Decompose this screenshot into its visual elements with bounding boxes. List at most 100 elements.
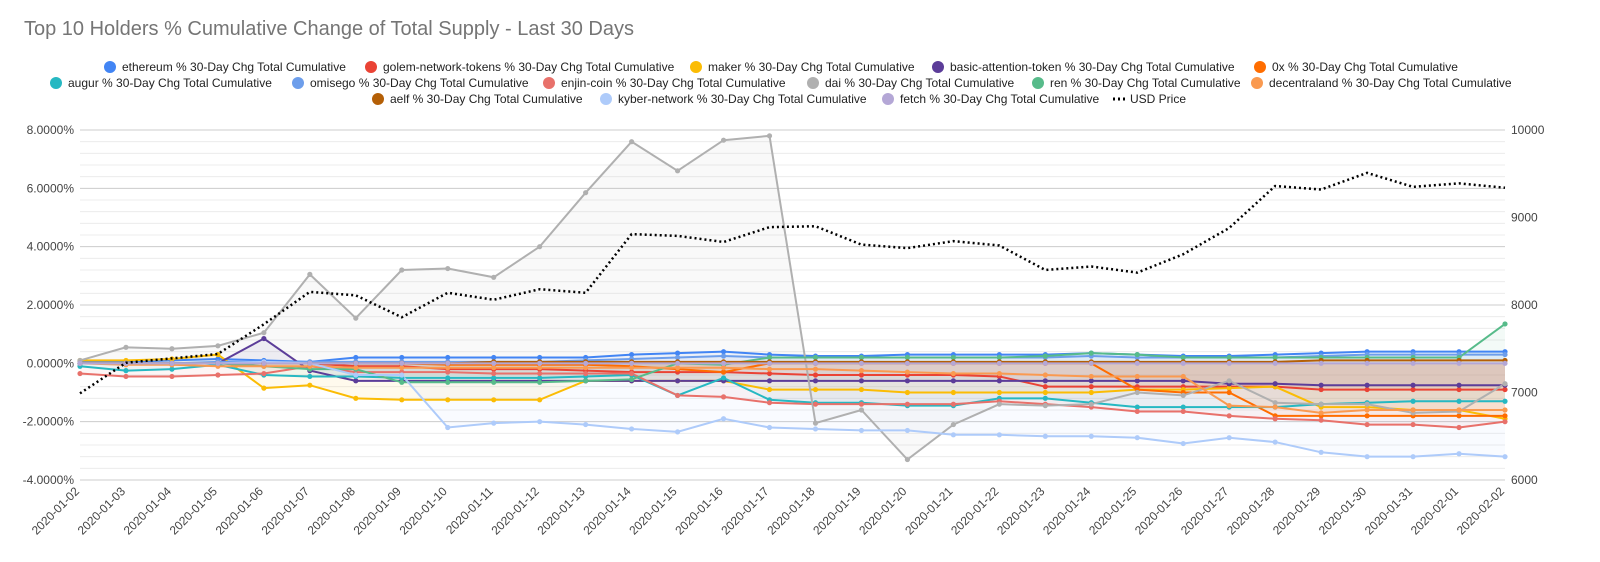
data-point xyxy=(1226,354,1232,361)
data-point xyxy=(1042,378,1048,384)
x-tick-label: 2020-01-17 xyxy=(718,484,772,538)
data-point xyxy=(1272,381,1278,387)
data-point xyxy=(858,372,865,378)
y-tick-label-right: 7000 xyxy=(1511,386,1538,400)
data-point xyxy=(1364,360,1370,366)
legend-swatch xyxy=(690,61,702,73)
legend-label: enjin-coin % 30-Day Chg Total Cumulative xyxy=(561,76,786,90)
data-point xyxy=(996,432,1002,438)
data-point xyxy=(1318,382,1324,388)
data-point xyxy=(950,389,956,396)
data-point xyxy=(629,351,635,358)
data-point xyxy=(1364,386,1370,393)
data-point xyxy=(1042,433,1048,439)
data-point xyxy=(766,386,773,393)
data-point xyxy=(858,401,865,407)
data-point xyxy=(1134,404,1140,410)
legend-swatch xyxy=(1254,61,1266,73)
data-point xyxy=(1502,360,1508,366)
x-tick-label: 2020-01-04 xyxy=(121,484,175,538)
legend-label: omisego % 30-Day Chg Total Cumulative xyxy=(310,76,529,90)
x-tick-label: 2020-01-13 xyxy=(534,484,588,538)
legend: ethereum % 30-Day Chg Total Cumulative go… xyxy=(50,60,1512,106)
data-point xyxy=(1272,354,1278,361)
x-tick-label: 2020-01-16 xyxy=(672,484,726,538)
x-tick-label: 2020-01-21 xyxy=(902,484,956,538)
legend-label: augur % 30-Day Chg Total Cumulative xyxy=(68,76,272,90)
data-point xyxy=(720,365,727,371)
usd-price-line xyxy=(79,171,1506,395)
legend-swatch xyxy=(292,77,304,89)
data-point xyxy=(950,421,956,428)
data-point xyxy=(1088,401,1094,407)
data-point xyxy=(1180,360,1186,366)
data-point xyxy=(1272,404,1278,410)
data-point xyxy=(950,370,956,377)
legend-label: aelf % 30-Day Chg Total Cumulative xyxy=(390,92,583,106)
data-point xyxy=(904,401,911,407)
data-point xyxy=(1364,413,1370,419)
series-area xyxy=(80,135,1505,460)
data-point xyxy=(261,385,267,391)
data-point xyxy=(1042,360,1048,366)
x-tick-label: 2020-01-14 xyxy=(580,484,634,538)
data-point xyxy=(537,379,543,385)
data-point xyxy=(399,360,405,366)
data-point xyxy=(445,265,451,272)
data-point xyxy=(445,365,451,371)
legend-swatch xyxy=(372,93,384,105)
data-point xyxy=(766,133,773,139)
data-point xyxy=(904,456,911,463)
data-point xyxy=(720,349,727,355)
data-point xyxy=(1364,421,1370,428)
data-point xyxy=(261,360,267,366)
data-point xyxy=(77,360,83,366)
legend-label: basic-attention-token % 30-Day Chg Total… xyxy=(950,60,1235,74)
data-point xyxy=(904,378,911,384)
x-tick-label: 2020-01-19 xyxy=(810,484,864,538)
data-point xyxy=(629,139,635,145)
data-point xyxy=(583,370,589,377)
series-lines xyxy=(79,134,1506,461)
data-point xyxy=(1410,382,1416,388)
data-point xyxy=(1180,440,1186,447)
legend-label: decentraland % 30-Day Chg Total Cumulati… xyxy=(1269,76,1512,90)
data-point xyxy=(674,429,681,435)
data-point xyxy=(169,360,175,366)
series-area xyxy=(80,361,1505,457)
data-point xyxy=(537,365,543,371)
data-point xyxy=(812,378,819,384)
legend-swatch xyxy=(543,77,555,89)
data-point xyxy=(1134,373,1140,380)
legend-label: golem-network-tokens % 30-Day Chg Total … xyxy=(383,60,675,74)
x-tick-label: 2020-02-02 xyxy=(1454,484,1508,538)
data-point xyxy=(858,378,865,384)
data-point xyxy=(445,354,451,361)
data-point xyxy=(583,190,589,196)
data-point xyxy=(77,370,83,377)
legend-label: fetch % 30-Day Chg Total Cumulative xyxy=(900,92,1100,106)
y-tick-label-left: 0.0000% xyxy=(27,356,75,370)
data-point xyxy=(583,360,589,366)
data-point xyxy=(629,360,635,366)
series-area xyxy=(80,338,1505,386)
x-tick-label: 2020-01-15 xyxy=(626,484,680,538)
x-tick-label: 2020-01-31 xyxy=(1362,484,1416,538)
x-tick-label: 2020-01-09 xyxy=(351,484,405,538)
data-point xyxy=(215,372,221,378)
data-point xyxy=(399,354,405,361)
data-point xyxy=(904,369,911,375)
data-point xyxy=(1180,378,1186,384)
data-point xyxy=(307,373,313,380)
data-point xyxy=(537,354,543,361)
legend-label: ethereum % 30-Day Chg Total Cumulative xyxy=(122,60,346,74)
data-point xyxy=(1456,451,1462,457)
data-point xyxy=(537,360,543,366)
data-point xyxy=(629,365,635,371)
data-point xyxy=(766,370,773,377)
data-point xyxy=(583,421,589,428)
x-tick-label: 2020-01-08 xyxy=(305,484,359,538)
legend-label: 0x % 30-Day Chg Total Cumulative xyxy=(1272,60,1458,74)
data-point xyxy=(1318,449,1324,455)
series-line xyxy=(79,134,1506,461)
